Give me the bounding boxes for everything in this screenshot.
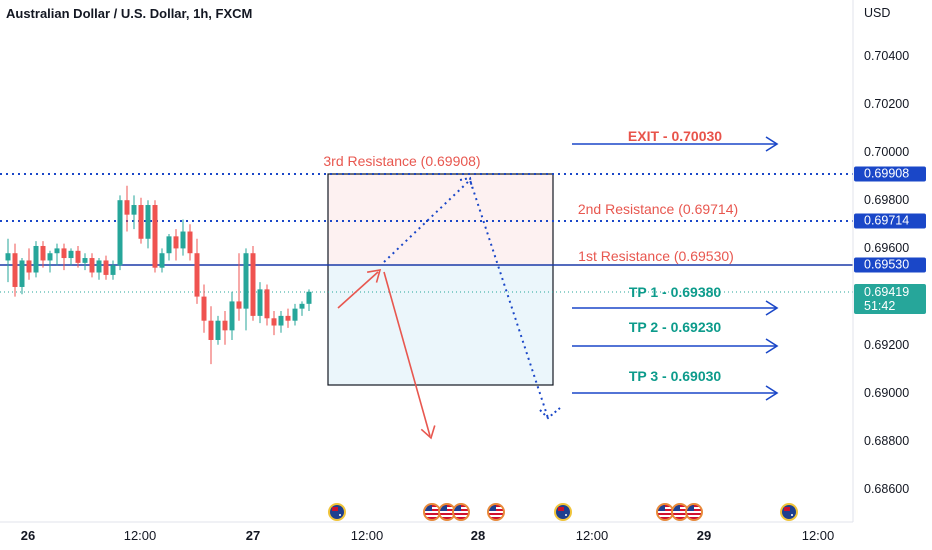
- price-tick: 0.68600: [864, 482, 910, 497]
- candle[interactable]: [271, 318, 277, 326]
- candle[interactable]: [264, 289, 270, 319]
- price-tick: 0.69600: [864, 241, 910, 256]
- candle[interactable]: [166, 236, 172, 254]
- candle[interactable]: [82, 258, 88, 263]
- time-tick: 12:00: [123, 528, 157, 543]
- price-tick: 0.69200: [864, 337, 910, 352]
- time-tick: 26: [20, 528, 36, 543]
- candle[interactable]: [61, 248, 67, 259]
- entry-arrow-head: [367, 269, 382, 283]
- bar-countdown: 51:42: [864, 299, 896, 313]
- candle[interactable]: [47, 253, 53, 261]
- time-tick: 29: [696, 528, 712, 543]
- candle[interactable]: [243, 253, 249, 309]
- candle[interactable]: [103, 260, 109, 275]
- candle[interactable]: [208, 320, 214, 340]
- tp2-arrow-head: [765, 338, 779, 354]
- candle[interactable]: [131, 205, 137, 215]
- candle[interactable]: [180, 231, 186, 249]
- candle[interactable]: [54, 248, 60, 254]
- entry-arrow[interactable]: [337, 271, 379, 309]
- candle[interactable]: [40, 245, 46, 261]
- symbol-title: Australian Dollar / U.S. Dollar, 1h, FXC…: [6, 6, 253, 21]
- candle[interactable]: [12, 253, 18, 287]
- price-tag[interactable]: 0.69530: [854, 257, 926, 273]
- resistance-1-label: 1st Resistance (0.69530): [578, 248, 734, 264]
- candle[interactable]: [292, 308, 298, 321]
- candle[interactable]: [124, 200, 130, 215]
- candle[interactable]: [187, 231, 193, 254]
- candle[interactable]: [194, 253, 200, 297]
- price-tag[interactable]: 0.69714: [854, 213, 926, 229]
- price-tick: 0.70200: [864, 96, 910, 111]
- candle[interactable]: [26, 260, 32, 273]
- us-event-icon[interactable]: [452, 503, 470, 521]
- candle[interactable]: [96, 260, 102, 273]
- time-tick: 12:00: [575, 528, 609, 543]
- time-tick: 28: [470, 528, 486, 543]
- time-tick: 27: [245, 528, 261, 543]
- candle[interactable]: [257, 289, 263, 316]
- resistance-3-label: 3rd Resistance (0.69908): [323, 153, 481, 169]
- candle[interactable]: [138, 205, 144, 239]
- candle[interactable]: [299, 303, 305, 309]
- projected-path-head: [539, 407, 561, 420]
- candle[interactable]: [68, 250, 74, 259]
- price-tag[interactable]: 0.69908: [854, 166, 926, 182]
- candle[interactable]: [278, 315, 284, 326]
- drop-arrow-head: [420, 425, 436, 440]
- us-event-icon[interactable]: [487, 503, 505, 521]
- candle[interactable]: [250, 253, 256, 316]
- tp1-arrow-head: [765, 300, 779, 316]
- zone-box-outline[interactable]: [327, 173, 554, 386]
- candle[interactable]: [222, 320, 228, 331]
- candle[interactable]: [75, 250, 81, 263]
- currency-label[interactable]: USD: [864, 6, 891, 20]
- price-tick: 0.69000: [864, 386, 910, 400]
- candle[interactable]: [117, 200, 123, 266]
- tp3-arrow-head: [765, 385, 779, 401]
- tp2-label: TP 2 - 0.69230: [628, 319, 722, 335]
- candle[interactable]: [5, 253, 11, 261]
- au-event-icon[interactable]: [328, 503, 346, 521]
- current-price-tag[interactable]: 0.69419 51:42: [854, 284, 926, 314]
- candle[interactable]: [110, 265, 116, 275]
- price-tick: 0.70000: [864, 145, 910, 159]
- candle[interactable]: [285, 315, 291, 321]
- au-event-icon[interactable]: [554, 503, 572, 521]
- price-tick: 0.70400: [864, 48, 910, 63]
- candle[interactable]: [152, 205, 158, 268]
- candle[interactable]: [236, 301, 242, 309]
- us-event-icon[interactable]: [685, 503, 703, 521]
- time-tick: 12:00: [801, 528, 835, 543]
- candle[interactable]: [201, 296, 207, 321]
- time-tick: 12:00: [350, 528, 384, 543]
- au-event-icon[interactable]: [780, 503, 798, 521]
- drop-arrow[interactable]: [383, 271, 431, 437]
- candle[interactable]: [145, 205, 151, 239]
- current-price-value: 0.69419: [864, 285, 910, 299]
- exit-label: EXIT - 0.70030: [627, 128, 723, 144]
- candle[interactable]: [159, 253, 165, 268]
- target-zone[interactable]: [328, 265, 553, 385]
- candle[interactable]: [33, 245, 39, 273]
- resistance-zone[interactable]: [328, 174, 553, 265]
- price-tick: 0.68800: [864, 434, 910, 449]
- tp1-label: TP 1 - 0.69380: [628, 284, 722, 300]
- candle[interactable]: [89, 258, 95, 273]
- candle[interactable]: [215, 320, 221, 340]
- price-tick: 0.69800: [864, 193, 910, 208]
- tp3-label: TP 3 - 0.69030: [628, 368, 722, 384]
- candle[interactable]: [306, 291, 312, 304]
- candle[interactable]: [19, 260, 25, 287]
- resistance-2-label: 2nd Resistance (0.69714): [577, 201, 739, 217]
- projected-path-peak: [459, 176, 473, 189]
- candle[interactable]: [173, 236, 179, 249]
- exit-arrow-head: [765, 136, 779, 152]
- candle[interactable]: [229, 301, 235, 331]
